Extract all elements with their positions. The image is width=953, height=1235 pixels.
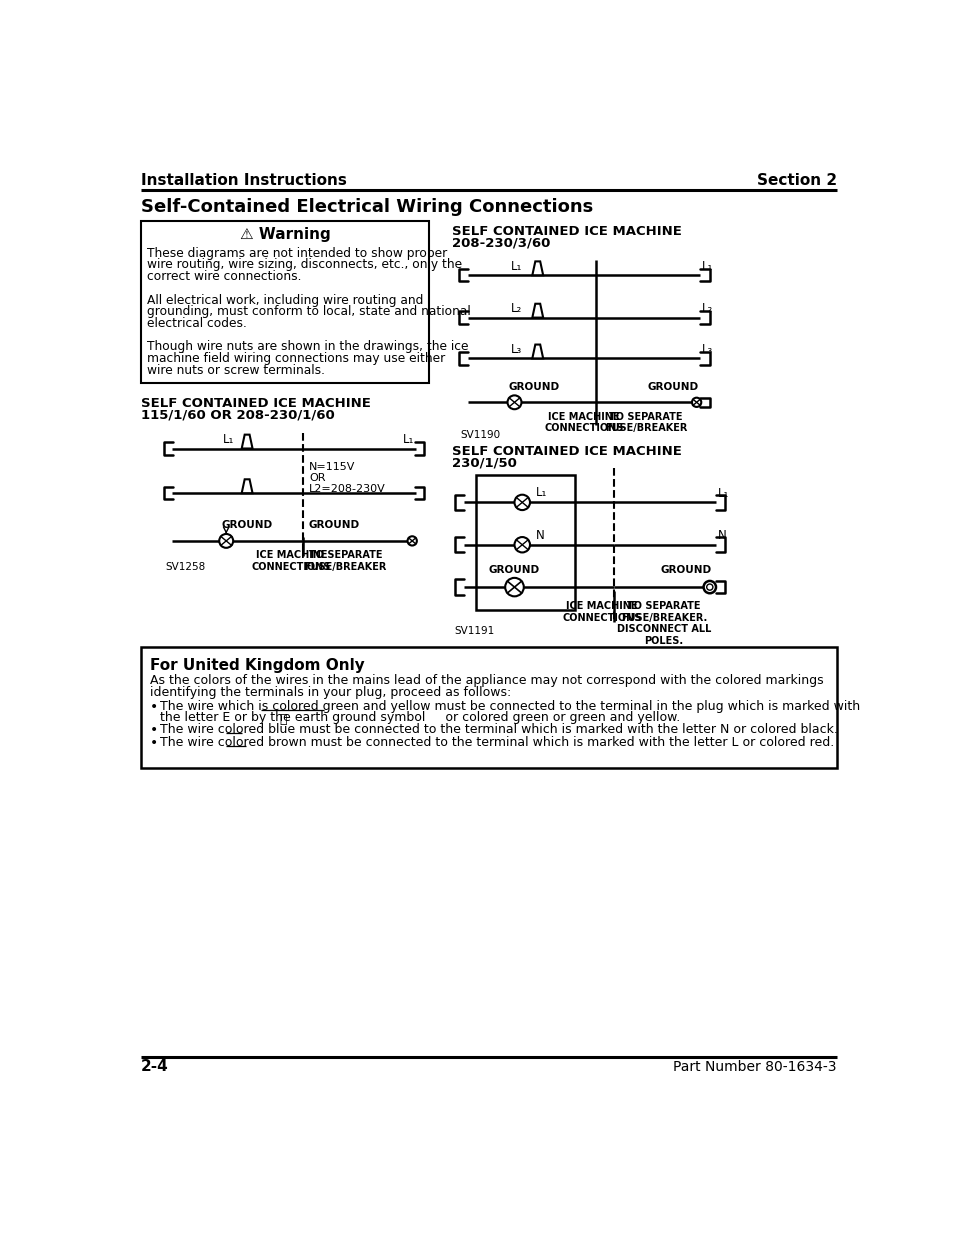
- Text: •: •: [150, 699, 158, 714]
- Polygon shape: [532, 262, 542, 275]
- Text: As the colors of the wires in the mains lead of the appliance may not correspond: As the colors of the wires in the mains …: [150, 674, 823, 687]
- Text: machine field wiring connections may use either: machine field wiring connections may use…: [147, 352, 445, 366]
- Text: wire nuts or screw terminals.: wire nuts or screw terminals.: [147, 364, 325, 377]
- Text: OR: OR: [309, 473, 325, 483]
- Text: ⏚: ⏚: [278, 713, 286, 726]
- Text: L2=208-230V: L2=208-230V: [309, 484, 385, 494]
- Text: GROUND: GROUND: [660, 564, 711, 574]
- Text: L₁: L₁: [535, 487, 546, 499]
- Text: L₁: L₁: [403, 433, 415, 446]
- Text: L₁: L₁: [717, 487, 728, 500]
- Text: For United Kingdom Only: For United Kingdom Only: [150, 658, 365, 673]
- Text: TO SEPARATE
FUSE/BREAKER: TO SEPARATE FUSE/BREAKER: [304, 550, 386, 572]
- Polygon shape: [241, 435, 253, 448]
- Text: GROUND: GROUND: [489, 564, 539, 574]
- Text: N=115V: N=115V: [309, 462, 355, 472]
- Text: SELF CONTAINED ICE MACHINE: SELF CONTAINED ICE MACHINE: [141, 396, 371, 410]
- Circle shape: [703, 580, 716, 593]
- Circle shape: [219, 534, 233, 548]
- Text: ⚠ Warning: ⚠ Warning: [239, 227, 330, 242]
- Text: N: N: [717, 530, 725, 542]
- Text: TO SEPARATE
FUSE/BREAKER: TO SEPARATE FUSE/BREAKER: [604, 411, 687, 433]
- Text: The wire which is colored green and yellow must be connected to the terminal in : The wire which is colored green and yell…: [159, 699, 859, 713]
- Polygon shape: [241, 479, 253, 493]
- Bar: [141, 221, 429, 383]
- Text: 230/1/50: 230/1/50: [452, 456, 517, 469]
- Text: GROUND: GROUND: [508, 382, 558, 391]
- Text: GROUND: GROUND: [647, 382, 699, 391]
- Polygon shape: [532, 345, 542, 358]
- Bar: [141, 647, 836, 768]
- Text: N: N: [535, 529, 543, 542]
- Text: L₁: L₁: [511, 259, 521, 273]
- Text: Part Number 80-1634-3: Part Number 80-1634-3: [673, 1060, 836, 1073]
- Text: ICE MACHINE
CONNECTIONS: ICE MACHINE CONNECTIONS: [544, 411, 623, 433]
- Text: SV1258: SV1258: [166, 562, 206, 573]
- Text: 2-4: 2-4: [141, 1060, 169, 1074]
- Text: Though wire nuts are shown in the drawings, the ice: Though wire nuts are shown in the drawin…: [147, 341, 468, 353]
- Text: L₃: L₃: [701, 343, 713, 356]
- Text: Self-Contained Electrical Wiring Connections: Self-Contained Electrical Wiring Connect…: [141, 198, 593, 216]
- Text: SV1191: SV1191: [455, 626, 495, 636]
- Text: L₃: L₃: [511, 343, 521, 356]
- Text: GROUND: GROUND: [221, 520, 273, 530]
- Text: identifying the terminals in your plug, proceed as follows:: identifying the terminals in your plug, …: [150, 685, 511, 699]
- Text: TO SEPARATE
FUSE/BREAKER.
DISCONNECT ALL
POLES.: TO SEPARATE FUSE/BREAKER. DISCONNECT ALL…: [617, 601, 711, 646]
- Text: wire routing, wire sizing, disconnects, etc., only the: wire routing, wire sizing, disconnects, …: [147, 258, 462, 272]
- Circle shape: [691, 398, 700, 406]
- Text: L₁: L₁: [222, 433, 233, 446]
- Polygon shape: [532, 304, 542, 317]
- Circle shape: [505, 578, 523, 597]
- Text: All electrical work, including wire routing and: All electrical work, including wire rout…: [147, 294, 423, 306]
- Text: Section 2: Section 2: [756, 173, 836, 188]
- Text: SELF CONTAINED ICE MACHINE: SELF CONTAINED ICE MACHINE: [452, 445, 681, 458]
- Circle shape: [407, 536, 416, 546]
- Bar: [476, 475, 575, 610]
- Circle shape: [514, 495, 530, 510]
- Circle shape: [514, 537, 530, 552]
- Text: electrical codes.: electrical codes.: [147, 317, 247, 330]
- Text: the letter E or by the earth ground symbol     or colored green or green and yel: the letter E or by the earth ground symb…: [159, 711, 679, 724]
- Text: The wire colored brown must be connected to the terminal which is marked with th: The wire colored brown must be connected…: [159, 736, 833, 748]
- Text: These diagrams are not intended to show proper: These diagrams are not intended to show …: [147, 247, 447, 259]
- Text: grounding, must conform to local, state and national: grounding, must conform to local, state …: [147, 305, 471, 319]
- Circle shape: [507, 395, 521, 409]
- Text: SV1190: SV1190: [459, 430, 500, 440]
- Text: The wire colored blue must be connected to the terminal which is marked with the: The wire colored blue must be connected …: [159, 724, 837, 736]
- Text: 208-230/3/60: 208-230/3/60: [452, 237, 550, 249]
- Text: •: •: [150, 724, 158, 737]
- Text: L₂: L₂: [701, 303, 713, 315]
- Text: Installation Instructions: Installation Instructions: [141, 173, 347, 188]
- Circle shape: [706, 584, 712, 590]
- Text: 115/1/60 OR 208-230/1/60: 115/1/60 OR 208-230/1/60: [141, 409, 335, 421]
- Text: •: •: [150, 736, 158, 750]
- Text: SELF CONTAINED ICE MACHINE: SELF CONTAINED ICE MACHINE: [452, 225, 681, 238]
- Text: ICE MACHINE
CONNECTIONS: ICE MACHINE CONNECTIONS: [562, 601, 641, 622]
- Text: correct wire connections.: correct wire connections.: [147, 270, 301, 283]
- Text: L₁: L₁: [701, 259, 713, 273]
- Text: ICE MACHINE
CONNECTIONS: ICE MACHINE CONNECTIONS: [252, 550, 331, 572]
- Text: GROUND: GROUND: [308, 520, 359, 530]
- Text: L₂: L₂: [511, 303, 521, 315]
